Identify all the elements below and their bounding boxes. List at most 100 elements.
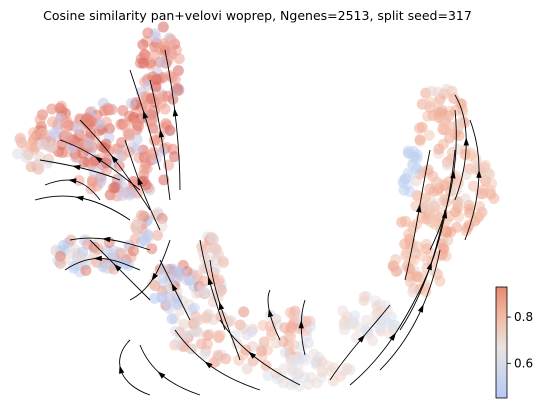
cell-point [453,130,465,142]
stream-arrowhead [416,204,422,213]
stream-arrowhead [113,263,122,272]
cell-point [147,71,159,83]
cell-point [150,80,162,92]
cell-point [434,275,446,287]
cell-point [120,121,132,133]
cell-point [423,129,435,141]
stream-arrowhead [137,176,143,186]
cell-point [138,163,150,175]
cell-point [451,221,463,233]
colorbar-tick-label: 0.8 [514,310,533,324]
chart-title: Cosine similarity pan+velovi woprep, Nge… [43,8,472,23]
cell-point [449,206,461,218]
cell-point [203,308,215,320]
stream-arrowhead [119,365,125,374]
cell-point [414,134,426,146]
cell-point [117,182,129,194]
velocity-streamline [149,79,171,201]
cell-point [92,243,104,255]
cell-point [199,287,211,299]
velocity-streamline [429,109,457,251]
cell-point [166,313,178,325]
cell-point [295,340,307,352]
cell-point [472,160,484,172]
cell-point [207,296,219,308]
cell-point [164,124,176,136]
stream-arrowhead [94,156,103,164]
cell-point [139,49,151,61]
cell-point [47,116,59,128]
cell-point [247,355,259,367]
cell-point [86,177,98,189]
cell-point [347,318,359,330]
stream-arrowhead [143,110,149,119]
velocity-streamline [379,249,441,371]
stream-arrowhead [417,304,424,313]
cell-point [214,285,226,297]
cell-point [33,158,45,170]
cell-point [217,257,229,269]
cell-point [81,112,93,124]
cell-point [137,39,149,51]
cell-point [361,314,373,326]
cell-point [202,330,214,342]
cell-point [237,322,249,334]
cell-point [188,302,200,314]
cell-point [238,306,250,318]
cell-point [428,214,440,226]
cell-point [83,137,95,149]
cell-point [441,83,453,95]
velocity-streamline [199,239,226,331]
cell-point [129,233,141,245]
cell-point [404,263,416,275]
cell-point [212,349,224,361]
cell-point [171,82,183,94]
cell-point [404,238,416,250]
cell-point [36,138,48,150]
cell-point [411,271,423,283]
cell-point [210,275,222,287]
stream-arrowhead [172,108,179,117]
cell-point [308,348,320,360]
cell-point [14,132,26,144]
scatter-points [12,21,500,392]
cell-point [278,363,290,375]
cell-point [450,184,462,196]
cell-point [139,235,151,247]
stream-arrowhead [248,351,257,359]
cell-point [402,167,414,179]
cell-point [95,174,107,186]
cell-point [54,257,66,269]
stream-arrowhead [476,169,482,178]
stream-arrowhead [426,261,432,271]
cell-point [327,375,339,387]
cell-point [152,229,164,241]
cell-point [159,103,171,115]
cell-point [454,119,466,131]
cell-point [163,273,175,285]
cell-point [146,243,158,255]
cell-point [109,181,121,193]
stream-arrowhead [204,361,213,369]
cell-point [42,157,54,169]
cell-point [207,233,219,245]
cell-point [400,250,412,262]
cell-point [277,377,289,389]
cell-point [212,330,224,342]
stream-arrowhead [389,332,396,341]
velocity-streamline [219,319,301,386]
cell-point [149,292,161,304]
cell-point [136,209,148,221]
cell-point [54,102,66,114]
cell-point [193,314,205,326]
cell-point [459,193,471,205]
velocity-streamline [404,149,431,281]
cell-point [279,346,291,358]
cell-point [375,314,387,326]
cell-point [440,196,452,208]
velocity-streamline [34,195,131,221]
cell-point [426,85,438,97]
cell-point [124,110,136,122]
cell-point [145,109,157,121]
cell-point [168,151,180,163]
